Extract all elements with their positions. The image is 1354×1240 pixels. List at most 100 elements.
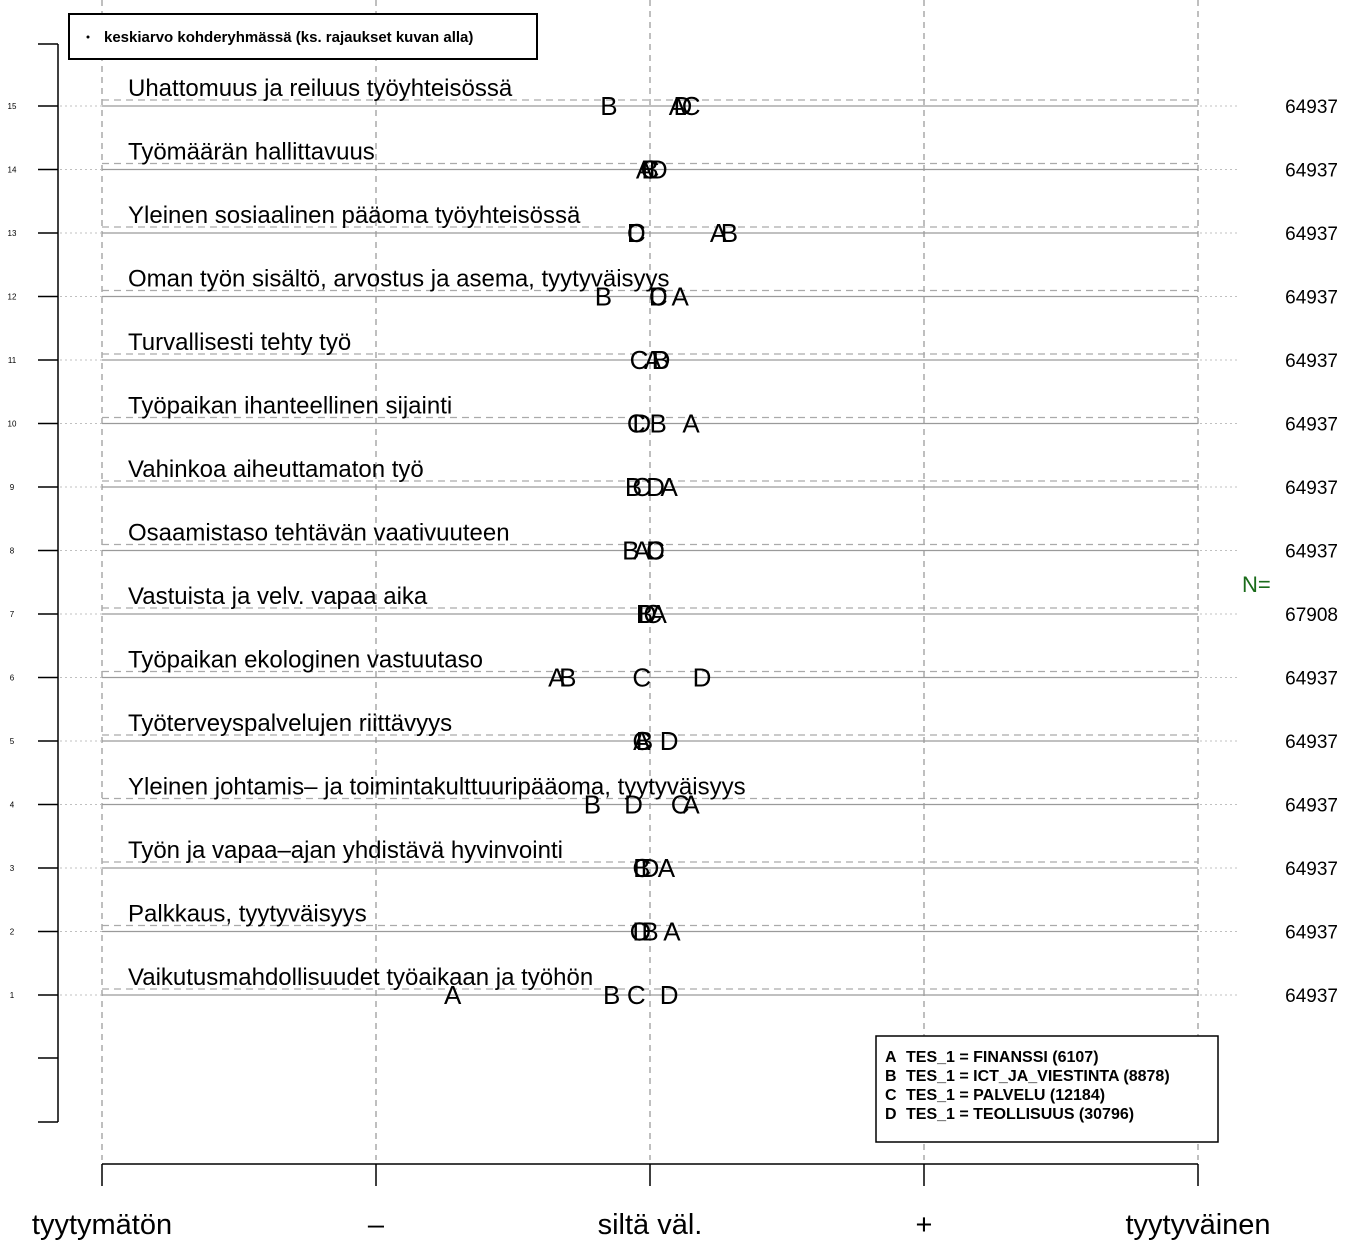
group-marker-a: A xyxy=(644,345,662,375)
n-value: 64937 xyxy=(1285,161,1338,182)
group-marker-c: C xyxy=(671,790,690,820)
item-row: Uhattomuus ja reiluus työyhteisössä 64937… xyxy=(60,75,1338,121)
group-marker-d: D xyxy=(660,980,679,1010)
group-marker-a: A xyxy=(658,853,676,883)
group-marker-a: A xyxy=(444,980,462,1010)
item-label: Työn ja vapaa–ajan yhdistävä hyvinvointi xyxy=(128,837,563,864)
y-tick-label: 4 xyxy=(10,801,15,810)
group-marker-c: C xyxy=(630,917,649,947)
n-value: 64937 xyxy=(1285,542,1338,563)
y-tick-label: 2 xyxy=(10,928,15,937)
item-label: Työmäärän hallittavuus xyxy=(128,139,375,166)
group-marker-c: C xyxy=(632,663,651,693)
item-row: Vaikutusmahdollisuudet työaikaan ja työh… xyxy=(60,964,1338,1010)
top-legend-text: keskiarvo kohderyhmässä (ks. rajaukset k… xyxy=(104,29,473,46)
group-marker-a: A xyxy=(669,91,687,121)
y-tick-label: 6 xyxy=(10,674,15,683)
group-marker-b: B xyxy=(603,980,620,1010)
n-value: 64937 xyxy=(1285,478,1338,499)
item-row: Työpaikan ihanteellinen sijainti 64937 ABC… xyxy=(60,393,1338,439)
group-legend-letter: D xyxy=(885,1106,897,1123)
group-marker-d: D xyxy=(646,536,665,566)
n-header: N= xyxy=(1242,572,1271,597)
y-tick-label: 8 xyxy=(10,547,15,556)
group-marker-b: B xyxy=(559,663,576,693)
item-label: Työterveyspalvelujen riittävyys xyxy=(128,710,452,737)
group-marker-b: B xyxy=(584,790,601,820)
n-value: 64937 xyxy=(1285,224,1338,245)
group-marker-d: D xyxy=(632,409,651,439)
group-marker-b: B xyxy=(633,853,650,883)
group-marker-b: B xyxy=(636,726,653,756)
y-tick-label: 3 xyxy=(10,864,15,873)
group-marker-a: A xyxy=(650,599,668,629)
group-marker-d: D xyxy=(646,472,665,502)
item-label: Osaamistaso tehtävän vaativuuteen xyxy=(128,520,510,547)
item-row: Osaamistaso tehtävän vaativuuteen 64937 AB… xyxy=(60,520,1338,566)
group-marker-d: D xyxy=(632,917,651,947)
group-legend-label: TES_1 = PALVELU (12184) xyxy=(906,1087,1105,1104)
y-tick-label: 1 xyxy=(10,991,15,1000)
n-value: 64937 xyxy=(1285,923,1338,944)
n-value: 64937 xyxy=(1285,796,1338,817)
item-row: Yleinen johtamis– ja toimintakulttuuripä… xyxy=(60,774,1338,820)
item-label: Vaikutusmahdollisuudet työaikaan ja työh… xyxy=(128,964,593,991)
item-label: Vastuista ja velv. vapaa aika xyxy=(128,583,428,610)
group-marker-b: B xyxy=(650,409,667,439)
group-marker-a: A xyxy=(682,790,700,820)
item-label: Palkkaus, tyytyväisyys xyxy=(128,901,367,928)
group-marker-d: D xyxy=(649,155,668,185)
group-marker-a: A xyxy=(663,917,681,947)
group-marker-c: C xyxy=(649,282,668,312)
group-marker-d: D xyxy=(660,726,679,756)
item-row: Työterveyspalvelujen riittävyys 64937 ABC D xyxy=(60,710,1338,756)
item-row: Työpaikan ekologinen vastuutaso 64937 AB C D xyxy=(60,647,1338,693)
item-label: Työpaikan ekologinen vastuutaso xyxy=(128,647,483,674)
group-legend-label: TES_1 = FINANSSI (6107) xyxy=(906,1049,1099,1066)
group-legend-label: TES_1 = ICT_JA_VIESTINTA (8878) xyxy=(906,1068,1170,1085)
x-tick-label: tyytyväinen xyxy=(1125,1209,1270,1240)
group-legend-letter: B xyxy=(885,1068,897,1085)
item-rows: Uhattomuus ja reiluus työyhteisössä 64937… xyxy=(60,75,1338,1010)
n-value: 64937 xyxy=(1285,669,1338,690)
group-marker-b: B xyxy=(595,282,612,312)
group-marker-a: A xyxy=(661,472,679,502)
y-tick-label: 11 xyxy=(8,356,17,365)
n-value: 64937 xyxy=(1285,415,1338,436)
top-legend-box xyxy=(68,13,538,60)
group-marker-d: D xyxy=(627,218,646,248)
group-marker-a: A xyxy=(548,663,566,693)
item-label: Työpaikan ihanteellinen sijainti xyxy=(128,393,452,420)
group-marker-b: B xyxy=(652,345,669,375)
group-marker-c: C xyxy=(630,345,649,375)
item-label: Uhattomuus ja reiluus työyhteisössä xyxy=(128,75,513,102)
group-marker-a: A xyxy=(710,218,728,248)
group-marker-a: A xyxy=(682,409,700,439)
n-value: 64937 xyxy=(1285,859,1338,880)
group-marker-d: D xyxy=(652,345,671,375)
item-label: Yleinen johtamis– ja toimintakulttuuripä… xyxy=(128,774,746,801)
group-marker-c: C xyxy=(632,472,651,502)
group-marker-a: A xyxy=(633,536,651,566)
group-marker-c: C xyxy=(646,536,665,566)
group-marker-a: A xyxy=(636,155,654,185)
group-marker-b: B xyxy=(625,472,642,502)
group-marker-c: C xyxy=(627,218,646,248)
group-marker-b: B xyxy=(622,536,639,566)
item-label: Oman työn sisältö, arvostus ja asema, ty… xyxy=(128,266,670,293)
group-legend-letter: C xyxy=(885,1087,897,1104)
group-marker-b: B xyxy=(641,917,658,947)
group-marker-b: B xyxy=(721,218,738,248)
group-marker-d: D xyxy=(624,790,643,820)
group-legend-label: TES_1 = TEOLLISUUS (30796) xyxy=(906,1106,1134,1123)
y-tick-label: 13 xyxy=(8,229,17,238)
item-row: Työn ja vapaa–ajan yhdistävä hyvinvointi… xyxy=(60,837,1338,883)
group-marker-a: A xyxy=(633,726,651,756)
group-marker-c: C xyxy=(682,91,701,121)
x-tick-label: siltä väl. xyxy=(598,1209,703,1240)
